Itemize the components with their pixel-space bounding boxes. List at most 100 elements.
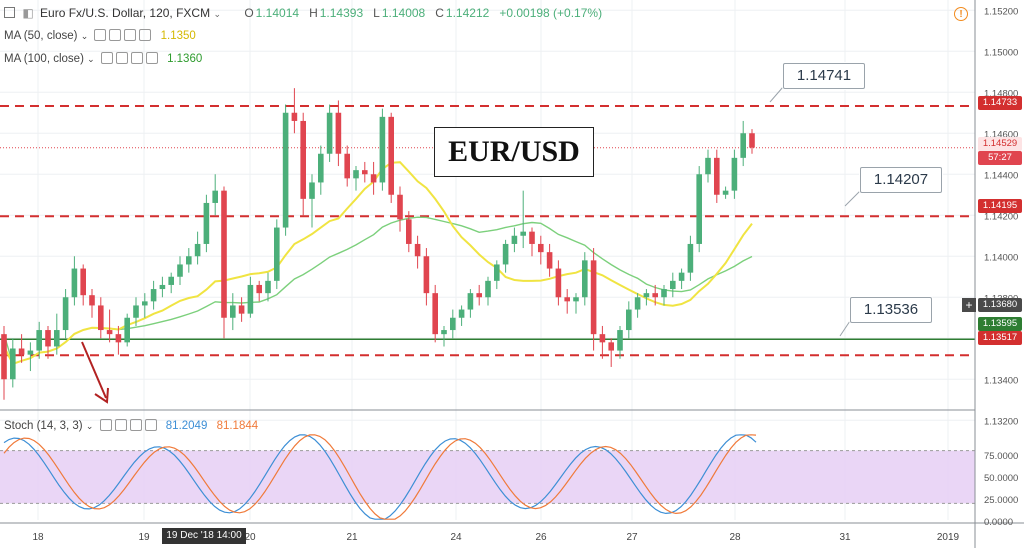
- candle-body: [353, 170, 359, 179]
- candlestick-series: [1, 88, 755, 400]
- down-arrow-shaft[interactable]: [81, 341, 107, 399]
- candle-body: [300, 120, 306, 199]
- candle-body: [45, 330, 51, 347]
- candle-body: [441, 330, 447, 335]
- drawing-tools[interactable]: [81, 86, 861, 404]
- candle-body: [573, 297, 579, 302]
- time-tick-label: 26: [535, 532, 547, 543]
- close-value: 1.14212: [445, 6, 490, 20]
- candle-body: [265, 280, 271, 294]
- more-icon[interactable]: [124, 29, 137, 41]
- ma100-legend[interactable]: MA (100, close) ⌄ 1.1360: [4, 52, 203, 66]
- candle-body: [54, 330, 60, 347]
- settings-icon[interactable]: [115, 52, 128, 64]
- candle-body: [696, 174, 702, 244]
- price-tick-label: 1.14800: [984, 88, 1018, 99]
- chevron-down-icon[interactable]: ⌄: [80, 31, 89, 42]
- close-icon[interactable]: [145, 52, 158, 64]
- candle-body: [634, 297, 641, 310]
- time-tick-label: 24: [450, 532, 462, 543]
- callout-leader-top[interactable]: [769, 86, 784, 103]
- bar-countdown: 57:27: [978, 151, 1022, 165]
- chevron-down-icon[interactable]: ⌄: [213, 9, 221, 19]
- candle-body: [476, 293, 482, 298]
- candle-body: [89, 295, 95, 306]
- stoch-panel: [0, 450, 975, 504]
- candle-body: [27, 350, 34, 355]
- collapse-icon[interactable]: [4, 7, 15, 19]
- open-value: 1.14014: [255, 6, 300, 20]
- eye-icon[interactable]: [100, 52, 113, 64]
- candle-body: [247, 284, 254, 314]
- candle-body: [238, 305, 245, 314]
- stoch-legend[interactable]: Stoch (14, 3, 3) ⌄ 81.2049 81.1844: [4, 419, 259, 433]
- low-value: 1.14008: [381, 6, 426, 20]
- open-label: O: [244, 6, 254, 20]
- candle-body: [282, 112, 289, 228]
- candle-body: [18, 348, 25, 355]
- ma100-value: 1.1360: [167, 53, 203, 66]
- chevron-down-icon[interactable]: ⌄: [87, 54, 95, 65]
- stoch-d-value: 81.1844: [216, 420, 259, 433]
- candle-body: [10, 348, 16, 380]
- candle-body: [450, 317, 456, 331]
- horizontal-levels[interactable]: [0, 104, 975, 357]
- pair-title-annotation[interactable]: EUR/USD: [434, 127, 594, 177]
- ma100-label: MA (100, close): [4, 53, 84, 66]
- change-value: +0.00198 (+0.17%): [499, 6, 603, 20]
- candle-body: [230, 305, 236, 318]
- settings-icon[interactable]: [109, 29, 122, 41]
- ma50-label: MA (50, close): [4, 30, 78, 43]
- callout-leader-mid[interactable]: [844, 190, 861, 207]
- time-tick-label: 21: [346, 532, 358, 543]
- callout-leader-low[interactable]: [839, 320, 851, 337]
- candle-body: [546, 252, 553, 269]
- candle-body: [194, 243, 201, 257]
- price-label-crosshair: 1.13680: [978, 298, 1022, 312]
- candle-body: [168, 276, 174, 285]
- candle-body: [626, 309, 632, 331]
- stoch-tick-label: 25.0000: [984, 495, 1018, 506]
- candle-body: [80, 268, 86, 296]
- close-icon[interactable]: [139, 29, 152, 41]
- callout-low-level[interactable]: 1.13536: [850, 297, 932, 323]
- down-arrow-head[interactable]: [94, 387, 109, 404]
- settings-icon[interactable]: [114, 419, 127, 431]
- close-icon[interactable]: [144, 419, 157, 431]
- price-tick-label: 1.15000: [984, 47, 1018, 58]
- candle-body: [133, 305, 139, 318]
- high-label: H: [309, 6, 318, 20]
- candle-body: [212, 190, 218, 203]
- candle-body: [344, 153, 350, 179]
- more-icon[interactable]: [130, 52, 143, 64]
- price-tick-label: 1.14200: [984, 211, 1018, 222]
- candle-body: [256, 284, 262, 294]
- chevron-down-icon[interactable]: ⌄: [85, 421, 94, 432]
- moving-averages: [3, 161, 753, 366]
- eye-icon[interactable]: [99, 419, 112, 431]
- callout-top-level[interactable]: 1.14741: [783, 63, 865, 89]
- price-label-top-line: 1.14733: [978, 96, 1022, 110]
- warning-icon[interactable]: !: [954, 7, 968, 21]
- candle-body: [423, 256, 430, 294]
- candle-body: [115, 334, 122, 343]
- candle-body: [617, 330, 623, 351]
- candle-body: [388, 116, 394, 195]
- candle-body: [511, 235, 518, 244]
- candle-body: [291, 112, 298, 121]
- time-tick-label: 19: [138, 532, 150, 543]
- crosshair-plus-icon[interactable]: +: [962, 298, 976, 312]
- candle-body: [362, 170, 368, 175]
- candle-body: [309, 182, 315, 199]
- candle-body: [714, 157, 720, 195]
- callout-mid-level[interactable]: 1.14207: [860, 167, 942, 193]
- ma50-legend[interactable]: MA (50, close) ⌄ 1.1350: [4, 29, 196, 43]
- eye-icon[interactable]: [94, 29, 107, 41]
- candle-body: [582, 260, 588, 298]
- candle-body: [740, 133, 746, 158]
- more-icon[interactable]: [129, 419, 142, 431]
- candle-body: [529, 231, 535, 244]
- symbol-title[interactable]: Euro Fx/U.S. Dollar, 120, FXCM: [40, 6, 211, 20]
- symbol-header: ◧ Euro Fx/U.S. Dollar, 120, FXCM ⌄ O 1.14…: [4, 6, 602, 20]
